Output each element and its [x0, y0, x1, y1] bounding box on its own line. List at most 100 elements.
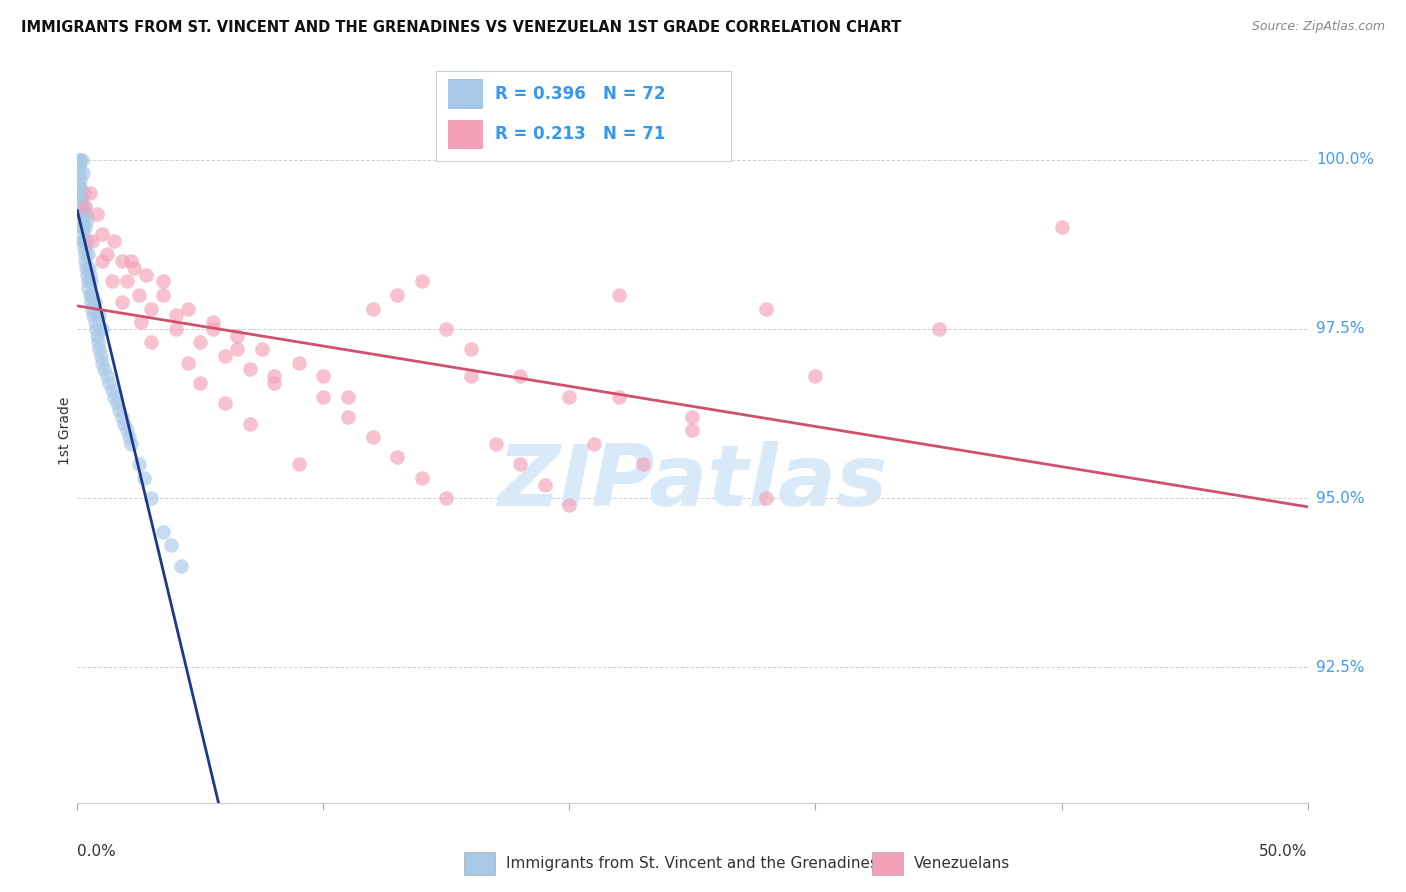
Point [558, 390, 581, 404]
Point [411, 471, 433, 485]
Point [73, 200, 96, 214]
Point [77, 260, 100, 275]
Point [90, 254, 114, 268]
Point [188, 376, 212, 390]
Point [105, 396, 128, 410]
Point [80, 294, 103, 309]
Point [141, 491, 163, 505]
Point [108, 403, 131, 417]
Point [436, 491, 458, 505]
Point [70, 207, 93, 221]
Point [76, 274, 98, 288]
Point [82, 308, 104, 322]
Text: R = 0.213   N = 71: R = 0.213 N = 71 [495, 125, 665, 144]
Point [75, 207, 97, 221]
Point [69, 179, 91, 194]
Point [111, 409, 132, 424]
Point [201, 315, 224, 329]
Point [755, 491, 778, 505]
Point [73, 241, 96, 255]
Point [239, 417, 262, 431]
Point [90, 322, 114, 336]
Point [111, 294, 132, 309]
Point [170, 558, 193, 573]
Point [141, 301, 163, 316]
Point [69, 153, 91, 167]
Point [70, 200, 93, 214]
Point [160, 539, 183, 553]
Point [385, 450, 409, 465]
Point [69, 186, 91, 201]
Point [337, 409, 360, 424]
Point [76, 234, 98, 248]
Point [86, 207, 108, 221]
Point [87, 335, 110, 350]
Point [70, 153, 93, 167]
Point [152, 524, 174, 539]
Point [103, 390, 125, 404]
Point [337, 390, 360, 404]
Point [75, 260, 97, 275]
Point [76, 213, 98, 227]
Point [263, 369, 285, 384]
Point [128, 288, 150, 302]
Point [226, 342, 249, 356]
Point [177, 301, 200, 316]
Point [67, 153, 90, 167]
Point [460, 342, 482, 356]
Point [115, 423, 138, 437]
Y-axis label: 1st Grade: 1st Grade [58, 396, 72, 465]
Point [165, 308, 187, 322]
Point [111, 254, 132, 268]
Point [86, 328, 108, 343]
Point [69, 193, 91, 207]
Point [67, 186, 90, 201]
Point [112, 417, 135, 431]
Point [583, 437, 606, 451]
Point [101, 383, 124, 397]
Point [73, 186, 96, 201]
Point [70, 213, 93, 227]
Point [128, 457, 150, 471]
Point [122, 260, 145, 275]
Point [460, 369, 482, 384]
Point [70, 193, 93, 207]
Point [75, 254, 97, 268]
Point [96, 247, 118, 261]
Text: 92.5%: 92.5% [1316, 660, 1364, 675]
Point [67, 166, 90, 180]
Point [201, 322, 224, 336]
Point [79, 186, 101, 201]
Text: Venezuelans: Venezuelans [914, 856, 1010, 871]
Point [226, 328, 249, 343]
Point [84, 322, 107, 336]
Point [90, 227, 114, 241]
Text: 50.0%: 50.0% [1260, 844, 1308, 859]
Point [312, 369, 335, 384]
Point [103, 234, 125, 248]
Point [118, 430, 141, 444]
Point [67, 179, 90, 194]
Point [177, 356, 200, 370]
Point [312, 390, 335, 404]
Text: R = 0.396   N = 72: R = 0.396 N = 72 [495, 85, 665, 103]
Text: Immigrants from St. Vincent and the Grenadines: Immigrants from St. Vincent and the Gren… [506, 856, 879, 871]
Point [361, 301, 384, 316]
Point [534, 477, 557, 491]
Point [72, 227, 94, 241]
Point [80, 274, 103, 288]
Point [607, 288, 630, 302]
Point [77, 247, 100, 261]
Point [165, 322, 187, 336]
Point [73, 220, 96, 235]
Point [682, 423, 704, 437]
Point [607, 390, 630, 404]
Point [129, 315, 153, 329]
Point [72, 166, 94, 180]
Point [263, 376, 285, 390]
Point [115, 274, 138, 288]
Point [633, 457, 655, 471]
Point [72, 234, 94, 248]
Point [76, 268, 98, 282]
Point [90, 356, 114, 370]
